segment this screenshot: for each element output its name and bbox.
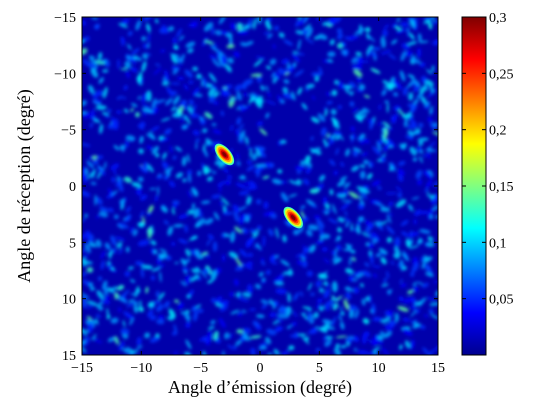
y-tick-label: 10 [62,293,76,308]
x-tick-label: 15 [431,361,445,376]
colorbar-tick-label: 0,1 [489,236,507,251]
peak-1 [214,143,235,166]
heatmap-noise [82,17,438,355]
colorbar-tick-label: 0,25 [489,67,514,82]
colorbar-tick-label: 0,3 [489,11,507,26]
y-axis-label: Angle de réception (degré) [14,89,35,282]
colorbar-tick-label: 0,05 [489,293,514,308]
x-tick-label: −5 [193,361,208,376]
y-tick-label: 5 [69,236,76,251]
y-tick-label: −15 [54,11,76,26]
y-tick-label: −10 [54,67,76,82]
y-axis: −15 −10 −5 0 5 10 15 [54,11,438,364]
x-axis: −15 −10 −5 0 5 10 15 [71,17,445,376]
colorbar-tick-label: 0,2 [489,124,507,139]
colorbar-tick-label: 0,15 [489,180,514,195]
x-tick-label: 0 [257,361,264,376]
y-tick-label: 15 [62,349,76,364]
peak-2 [283,206,303,229]
y-tick-label: 0 [69,180,76,195]
x-tick-label: 5 [316,361,323,376]
x-tick-label: −15 [71,361,93,376]
x-tick-label: 10 [372,361,386,376]
colorbar: 0,05 0,1 0,15 0,2 0,25 0,3 [461,11,514,356]
y-tick-label: −5 [61,124,76,139]
x-tick-label: −10 [130,361,152,376]
plot-area [82,17,438,355]
x-axis-label: Angle d’émission (degré) [168,377,352,398]
